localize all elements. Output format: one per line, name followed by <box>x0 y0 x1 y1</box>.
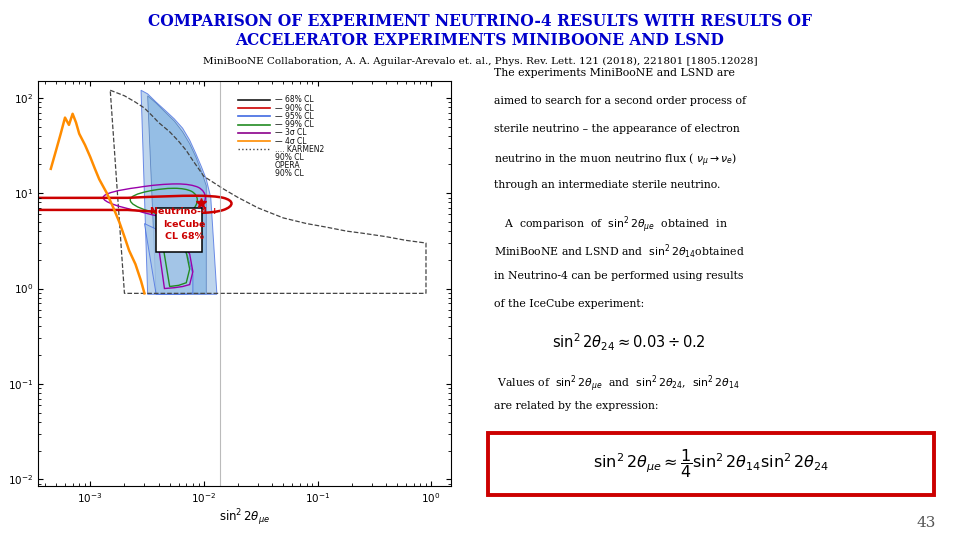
Text: Values of  $\sin^2 2\theta_{\mu e}$  and  $\sin^2 2\theta_{24}$,  $\sin^2 2\thet: Values of $\sin^2 2\theta_{\mu e}$ and $… <box>494 373 740 394</box>
Text: aimed to search for a second order process of: aimed to search for a second order proce… <box>494 96 747 106</box>
Text: — 95% CL: — 95% CL <box>275 112 314 121</box>
Polygon shape <box>144 224 193 294</box>
Text: 43: 43 <box>917 516 936 530</box>
Text: MiniBooNE and LSND and  $\sin^2 2\theta_{14}$obtained: MiniBooNE and LSND and $\sin^2 2\theta_{… <box>494 242 745 261</box>
FancyBboxPatch shape <box>156 208 202 252</box>
Text: $\sin^2 2\theta_{24} \approx 0.03 \div 0.2$: $\sin^2 2\theta_{24} \approx 0.03 \div 0… <box>552 332 706 354</box>
Text: — 4σ CL: — 4σ CL <box>275 137 306 145</box>
Text: 90% CL: 90% CL <box>275 170 303 178</box>
Text: COMPARISON OF EXPERIMENT NEUTRINO-4 RESULTS WITH RESULTS OF: COMPARISON OF EXPERIMENT NEUTRINO-4 RESU… <box>148 14 812 30</box>
Text: 90% CL: 90% CL <box>275 153 303 162</box>
Text: OPERA: OPERA <box>275 161 300 170</box>
Text: — 90% CL: — 90% CL <box>275 104 314 113</box>
Text: are related by the expression:: are related by the expression: <box>494 401 659 411</box>
Text: in Neutrino-4 can be performed using results: in Neutrino-4 can be performed using res… <box>494 271 744 281</box>
Text: neutrino in the muon neutrino flux ( $\nu_\mu \rightarrow \nu_e$): neutrino in the muon neutrino flux ( $\n… <box>494 152 737 169</box>
Text: MiniBooNE Collaboration, A. A. Aguilar-Arevalo et. al., Phys. Rev. Lett. 121 (20: MiniBooNE Collaboration, A. A. Aguilar-A… <box>203 57 757 66</box>
Y-axis label: $\Delta m^2_{14}$ (eV$^2$): $\Delta m^2_{14}$ (eV$^2$) <box>0 251 6 316</box>
X-axis label: $\sin^2 2\theta_{\mu e}$: $\sin^2 2\theta_{\mu e}$ <box>219 508 271 528</box>
Text: $\sin^2 2\theta_{\mu e} \approx \dfrac{1}{4}\sin^2 2\theta_{14} \sin^2 2\theta_{: $\sin^2 2\theta_{\mu e} \approx \dfrac{1… <box>592 447 829 480</box>
Text: of the IceCube experiment:: of the IceCube experiment: <box>494 299 645 309</box>
Text: through an intermediate sterile neutrino.: through an intermediate sterile neutrino… <box>494 180 721 190</box>
Text: — 99% CL: — 99% CL <box>275 120 314 129</box>
Text: — 68% CL: — 68% CL <box>275 96 313 104</box>
Text: A  comparison  of  $\sin^2 2\theta_{\mu e}$  obtained  in: A comparison of $\sin^2 2\theta_{\mu e}$… <box>494 214 729 235</box>
Text: The experiments MiniBooNE and LSND are: The experiments MiniBooNE and LSND are <box>494 68 735 78</box>
Text: — 3σ CL: — 3σ CL <box>275 129 306 137</box>
Text: .... KARMEN2: .... KARMEN2 <box>275 145 324 154</box>
Polygon shape <box>148 96 206 294</box>
Polygon shape <box>141 90 217 294</box>
Text: ACCELERATOR EXPERIMENTS MINIBOONE AND LSND: ACCELERATOR EXPERIMENTS MINIBOONE AND LS… <box>235 32 725 49</box>
Text: Neutrino-4 +
IceCube
CL 68%: Neutrino-4 + IceCube CL 68% <box>150 207 219 241</box>
Text: sterile neutrino – the appearance of electron: sterile neutrino – the appearance of ele… <box>494 124 740 134</box>
